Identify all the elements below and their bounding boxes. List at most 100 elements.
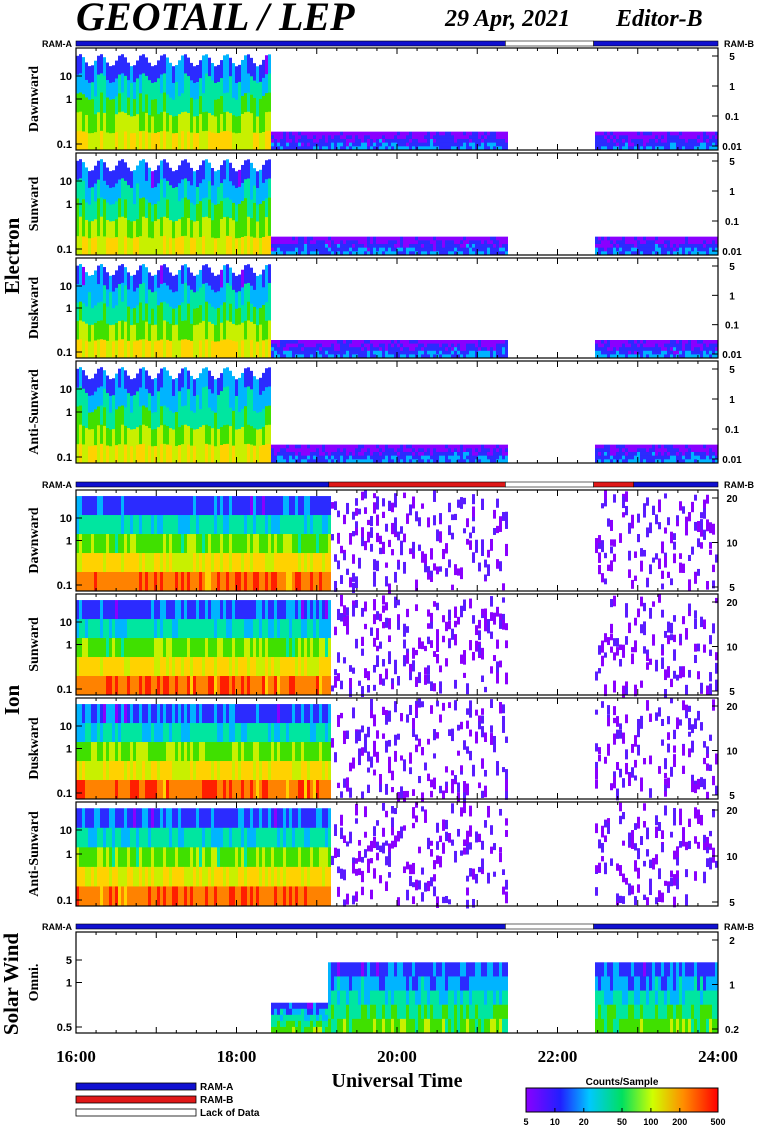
colorbar-tick-label: 100 bbox=[643, 1117, 658, 1127]
panel-ion-sunward bbox=[75, 593, 719, 701]
panel-x-ticks bbox=[75, 594, 719, 695]
colorbar-tick-label: 20 bbox=[579, 1117, 589, 1127]
panel-x-ticks bbox=[75, 698, 719, 799]
right-tick-label: 0.01 bbox=[722, 142, 742, 153]
group-label-electron: Electron bbox=[0, 217, 24, 294]
panel-label: Sunward bbox=[27, 617, 42, 672]
right-tick-label: 2 bbox=[729, 936, 735, 947]
right-tick-label: 1 bbox=[729, 981, 735, 992]
panel-label: Duskward bbox=[27, 277, 42, 339]
x-tick-label-24: 24:00 bbox=[698, 1047, 738, 1066]
ram-segment-solar_wind-0 bbox=[75, 923, 506, 930]
ram-segment-electron-1 bbox=[505, 40, 594, 47]
right-tick-label: 10 bbox=[726, 747, 738, 758]
panel-ion-anti-sunward bbox=[75, 801, 719, 909]
right-tick-label: 5 bbox=[729, 365, 735, 376]
panel-label: Omni. bbox=[27, 964, 42, 1002]
left-tick-label: 1 bbox=[66, 640, 72, 652]
left-tick-label: 10 bbox=[60, 71, 72, 83]
panel-ion-duskward bbox=[75, 697, 719, 803]
legend-label-ram-a: RAM-A bbox=[200, 1082, 233, 1093]
spectrogram-cells bbox=[76, 264, 718, 359]
panel-label: Anti-Sunward bbox=[27, 811, 42, 897]
colorbar: Counts/Sample 5 10 20 50 100 200 500 bbox=[523, 1077, 725, 1127]
left-tick-label: 1 bbox=[66, 744, 72, 756]
colorbar-tick-label: 50 bbox=[617, 1117, 627, 1127]
panel-x-ticks bbox=[75, 802, 719, 906]
group-label-ion: Ion bbox=[0, 685, 24, 716]
right-tick-label: 20 bbox=[726, 494, 738, 505]
left-tick-label: 10 bbox=[60, 281, 72, 293]
colorbar-tick-label: 200 bbox=[672, 1117, 687, 1127]
ram-segment-electron-2 bbox=[593, 40, 719, 47]
spectrogram-cells bbox=[76, 698, 718, 803]
left-tick-label: 0.1 bbox=[57, 684, 72, 696]
ram-segment-ion-4 bbox=[633, 481, 719, 488]
right-tick-label: 5 bbox=[729, 52, 735, 63]
x-tick-label-20: 20:00 bbox=[377, 1047, 417, 1066]
left-tick-label: 0.1 bbox=[57, 347, 72, 359]
ram-bar-ion: RAM-A RAM-B bbox=[42, 480, 754, 490]
panel-label: Duskward bbox=[27, 717, 42, 779]
ram-segment-ion-1 bbox=[328, 481, 506, 488]
left-tick-label: 10 bbox=[60, 384, 72, 396]
ram-label-left-ion: RAM-A bbox=[42, 480, 72, 490]
spectrogram-cells bbox=[76, 367, 718, 464]
left-tick-label: 10 bbox=[60, 721, 72, 733]
right-tick-label: 10 bbox=[726, 539, 738, 550]
legend-label-lack-of-data: Lack of Data bbox=[200, 1108, 260, 1119]
ram-segment-electron-0 bbox=[75, 40, 506, 47]
left-tick-label: 10 bbox=[60, 513, 72, 525]
ram-label-right-ion: RAM-B bbox=[724, 480, 754, 490]
right-tick-label: 0.01 bbox=[722, 350, 742, 361]
panel-label: Dawnward bbox=[27, 507, 42, 573]
panel-electron-dawnward bbox=[75, 47, 719, 151]
ram-legend: RAM-A RAM-B Lack of Data bbox=[75, 1082, 260, 1119]
right-tick-label: 0.1 bbox=[725, 112, 739, 123]
panel-electron-anti-sunward bbox=[75, 360, 719, 464]
left-tick-label: 1 bbox=[66, 978, 72, 990]
ram-status-bars: RAM-A RAM-B RAM-A RAM-B RAM-A RAM-B bbox=[42, 39, 754, 932]
x-tick-label-18: 18:00 bbox=[217, 1047, 257, 1066]
left-tick-label: 1 bbox=[66, 94, 72, 106]
panel-ion-dawnward bbox=[75, 489, 719, 595]
ram-bar-electron: RAM-A RAM-B bbox=[42, 39, 754, 49]
right-tick-label: 0.01 bbox=[722, 247, 742, 258]
right-tick-label: 0.01 bbox=[722, 455, 742, 466]
panel-label: Anti-Sunward bbox=[27, 369, 42, 455]
right-tick-label: 1 bbox=[729, 291, 735, 302]
panel-label: Dawnward bbox=[27, 66, 42, 132]
right-tick-label: 5 bbox=[729, 687, 735, 698]
left-tick-label: 0.5 bbox=[57, 1022, 72, 1034]
left-tick-label: 1 bbox=[66, 536, 72, 548]
right-tick-label: 0.1 bbox=[725, 425, 739, 436]
ram-label-left-solar_wind: RAM-A bbox=[42, 922, 72, 932]
panel-x-ticks bbox=[75, 490, 719, 591]
colorbar-ticks: 5 10 20 50 100 200 500 bbox=[523, 1108, 726, 1127]
legend-swatch-lack-of-data bbox=[75, 1108, 197, 1117]
panel-x-ticks bbox=[75, 361, 719, 463]
x-axis-title: Universal Time bbox=[332, 1070, 463, 1092]
right-tick-label: 5 bbox=[729, 898, 735, 909]
x-tick-label-16: 16:00 bbox=[56, 1047, 96, 1066]
right-tick-label: 5 bbox=[729, 791, 735, 802]
ram-segment-ion-3 bbox=[593, 481, 635, 488]
ram-label-right-electron: RAM-B bbox=[724, 39, 754, 49]
ram-label-left-electron: RAM-A bbox=[42, 39, 72, 49]
spectrogram-cells bbox=[76, 490, 718, 595]
colorbar-tick-label: 500 bbox=[710, 1117, 725, 1127]
panel-solar-wind-omni- bbox=[75, 931, 719, 1034]
colorbar-tick-label: 10 bbox=[550, 1117, 560, 1127]
spectrogram-cells bbox=[271, 962, 718, 1034]
right-tick-label: 1 bbox=[729, 187, 735, 198]
panel-electron-duskward bbox=[75, 257, 719, 359]
right-tick-label: 1 bbox=[729, 395, 735, 406]
right-tick-label: 0.1 bbox=[725, 217, 739, 228]
left-tick-label: 0.1 bbox=[57, 895, 72, 907]
ram-segment-ion-0 bbox=[75, 481, 330, 488]
right-tick-label: 20 bbox=[726, 806, 738, 817]
left-tick-label: 1 bbox=[66, 199, 72, 211]
spectrogram-cells bbox=[76, 54, 718, 151]
spectrogram-cells bbox=[76, 159, 718, 256]
